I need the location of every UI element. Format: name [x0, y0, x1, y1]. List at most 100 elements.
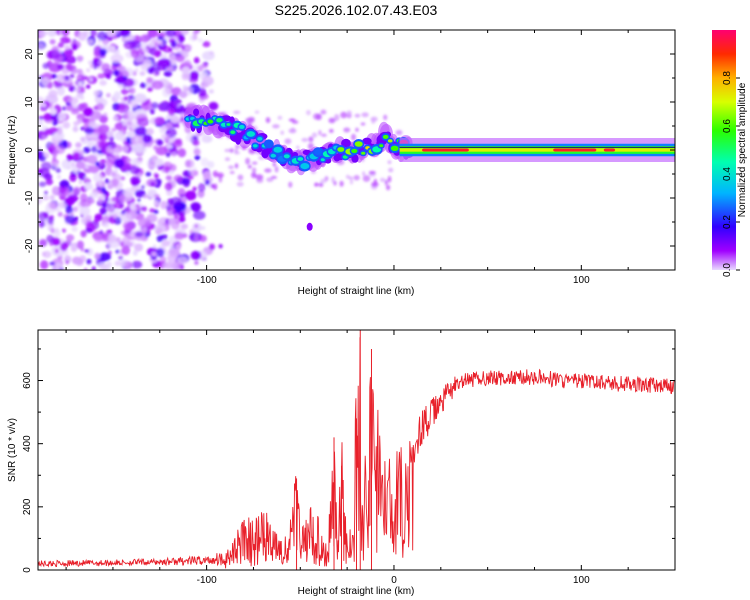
noise-blob	[111, 178, 119, 187]
noise-blob	[76, 68, 83, 74]
noise-blob	[156, 139, 164, 146]
noise-blob	[55, 248, 59, 254]
signal-core	[265, 141, 273, 147]
noise-blob	[122, 76, 128, 81]
noise-blob	[202, 170, 212, 180]
signal-core	[226, 123, 231, 126]
noise-blob	[115, 249, 120, 254]
noise-blob	[99, 230, 104, 235]
noise-blob	[311, 132, 318, 138]
noise-blob	[50, 227, 55, 234]
noise-blob	[153, 50, 162, 58]
noise-blob	[153, 209, 159, 215]
noise-blob	[129, 166, 141, 175]
noise-blob	[94, 252, 101, 260]
noise-blob	[141, 185, 145, 190]
noise-blob	[107, 183, 114, 190]
noise-blob	[76, 73, 85, 82]
noise-blob	[154, 71, 160, 76]
noise-blob	[202, 75, 214, 86]
noise-blob	[224, 148, 231, 153]
noise-blob	[249, 118, 255, 123]
noise-blob	[74, 216, 79, 221]
noise-blob	[90, 30, 97, 37]
noise-blob	[42, 250, 52, 259]
noise-blob	[149, 181, 156, 187]
noise-blob	[79, 255, 87, 263]
noise-blob	[134, 126, 147, 137]
noise-blob	[125, 170, 131, 176]
noise-blob	[190, 250, 202, 260]
noise-blob	[388, 167, 394, 173]
noise-blob	[97, 73, 106, 79]
noise-blob	[113, 91, 121, 100]
noise-blob	[123, 187, 135, 198]
noise-blob	[280, 130, 285, 135]
noise-blob	[235, 144, 239, 149]
noise-blob	[130, 49, 140, 59]
noise-blob	[93, 234, 104, 243]
noise-blob	[106, 30, 117, 37]
noise-blob	[61, 30, 70, 36]
noise-blob	[74, 87, 80, 92]
signal-core	[342, 155, 348, 159]
noise-blob	[147, 30, 158, 38]
noise-blob	[118, 255, 124, 261]
noise-blob	[93, 50, 101, 57]
signal-core	[246, 131, 255, 137]
noise-blob	[251, 167, 257, 173]
noise-blob	[384, 179, 388, 186]
noise-blob	[387, 175, 392, 183]
noise-blob	[72, 126, 79, 133]
noise-blob	[72, 206, 78, 212]
noise-blob	[162, 38, 167, 46]
signal-core	[239, 124, 245, 129]
noise-blob	[89, 191, 99, 199]
colorbar-tick-label: 0.0	[722, 263, 733, 277]
noise-blob	[84, 183, 94, 191]
noise-blob	[379, 177, 386, 183]
noise-blob	[62, 121, 71, 129]
noise-blob	[349, 179, 354, 185]
noise-blob	[147, 86, 153, 92]
noise-blob	[177, 256, 188, 265]
noise-blob	[154, 173, 159, 179]
noise-blob	[194, 236, 199, 241]
noise-blob	[198, 182, 206, 192]
noise-blob	[116, 103, 130, 114]
noise-blob	[166, 144, 173, 149]
noise-blob	[55, 262, 62, 270]
noise-blob	[124, 222, 134, 232]
noise-blob	[386, 184, 391, 191]
noise-blob	[192, 139, 200, 147]
noise-blob	[57, 112, 67, 121]
noise-blob	[82, 108, 94, 117]
noise-blob	[251, 172, 257, 179]
noise-blob	[362, 175, 371, 182]
noise-blob	[165, 122, 173, 130]
noise-blob	[104, 197, 110, 202]
noise-blob	[272, 124, 280, 129]
noise-blob	[78, 179, 83, 185]
noise-blob	[55, 207, 61, 212]
noise-blob	[57, 86, 65, 96]
noise-blob	[112, 115, 119, 122]
noise-blob	[119, 30, 131, 38]
noise-blob	[328, 117, 336, 124]
noise-blob	[63, 44, 71, 50]
signal-core	[379, 144, 384, 148]
noise-blob	[122, 78, 135, 88]
noise-blob	[85, 84, 91, 89]
noise-blob	[135, 231, 144, 238]
noise-blob	[184, 159, 195, 169]
noise-blob	[103, 221, 110, 228]
noise-blob	[38, 115, 44, 121]
spec-ytick-label: -20	[24, 238, 35, 253]
noise-blob	[133, 144, 147, 154]
noise-blob	[175, 54, 185, 63]
noise-blob	[192, 186, 197, 192]
noise-blob	[169, 244, 175, 250]
noise-blob	[72, 68, 78, 74]
noise-blob	[79, 206, 91, 216]
noise-blob	[53, 163, 59, 168]
